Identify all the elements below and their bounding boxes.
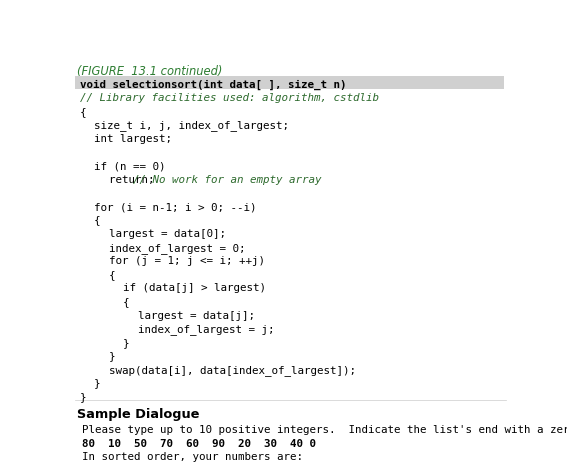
Text: {: { — [109, 269, 115, 279]
Text: return;: return; — [109, 175, 167, 184]
Text: swap(data[i], data[index_of_largest]);: swap(data[i], data[index_of_largest]); — [109, 364, 356, 375]
Text: (FIGURE  13.1 continued): (FIGURE 13.1 continued) — [78, 64, 223, 77]
Text: void selectionsort(int data[ ], size_t n): void selectionsort(int data[ ], size_t n… — [79, 80, 346, 90]
Text: index_of_largest = j;: index_of_largest = j; — [138, 324, 274, 334]
Text: }: } — [79, 391, 86, 401]
Text: In sorted order, your numbers are:: In sorted order, your numbers are: — [82, 451, 303, 462]
Text: largest = data[0];: largest = data[0]; — [109, 229, 226, 238]
Text: size_t i, j, index_of_largest;: size_t i, j, index_of_largest; — [94, 120, 289, 131]
Text: }: } — [94, 378, 101, 388]
Text: {: { — [79, 107, 86, 117]
Text: 80  10  50  70  60  90  20  30  40 0: 80 10 50 70 60 90 20 30 40 0 — [82, 438, 316, 448]
Text: // Library facilities used: algorithm, cstdlib: // Library facilities used: algorithm, c… — [79, 93, 379, 103]
Text: if (n == 0): if (n == 0) — [94, 161, 166, 171]
Text: largest = data[j];: largest = data[j]; — [138, 310, 255, 320]
Text: for (j = 1; j <= i; ++j): for (j = 1; j <= i; ++j) — [109, 256, 265, 266]
Text: for (i = n-1; i > 0; --i): for (i = n-1; i > 0; --i) — [94, 201, 257, 212]
Text: Sample Dialogue: Sample Dialogue — [78, 407, 200, 420]
FancyBboxPatch shape — [75, 76, 503, 90]
Text: index_of_largest = 0;: index_of_largest = 0; — [109, 242, 245, 253]
Text: int largest;: int largest; — [94, 134, 172, 144]
Text: }: } — [109, 350, 115, 361]
Text: if (data[j] > largest): if (data[j] > largest) — [123, 283, 266, 293]
Text: // No work for an empty array: // No work for an empty array — [133, 175, 321, 184]
Text: {: { — [94, 215, 101, 225]
Text: Please type up to 10 positive integers.  Indicate the list's end with a zero.: Please type up to 10 positive integers. … — [82, 425, 567, 434]
Text: }: } — [123, 337, 130, 347]
Text: {: { — [123, 296, 130, 307]
FancyBboxPatch shape — [75, 417, 503, 463]
